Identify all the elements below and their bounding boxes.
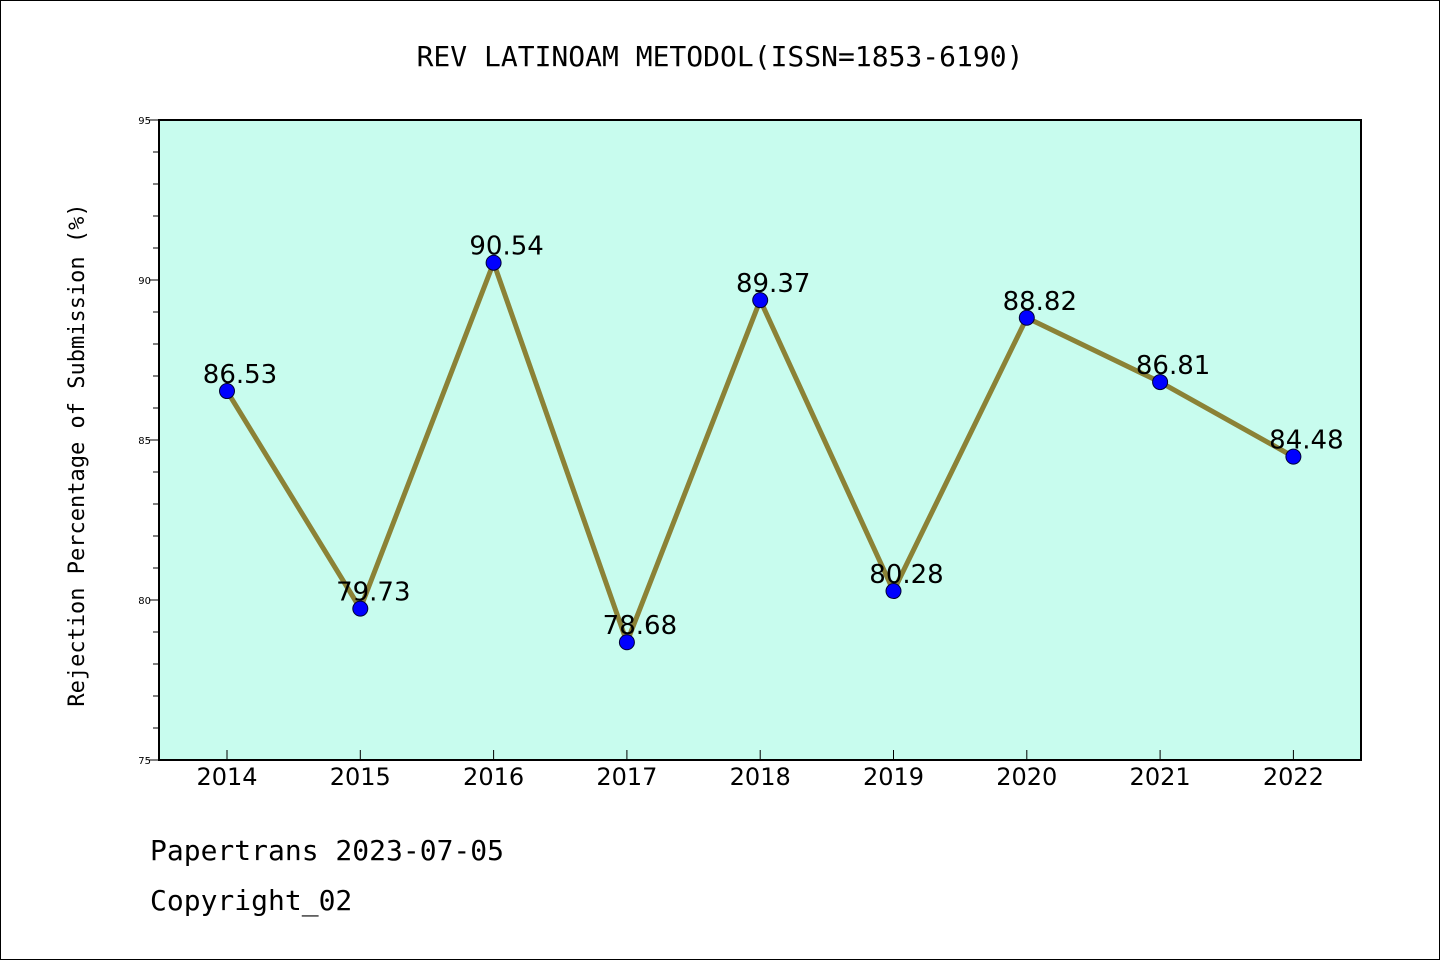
footer-date: Papertrans 2023-07-05 [150,834,505,867]
plot-area [158,119,1362,761]
data-point [885,583,902,600]
data-point [1285,448,1302,465]
x-tick-label: 2014 [196,763,257,791]
data-point [219,383,235,400]
data-label: 86.81 [1136,351,1210,381]
data-label: 86.53 [203,360,277,390]
data-point [1018,309,1035,326]
x-tick-label: 2021 [1130,763,1191,791]
x-tick-label: 2019 [863,763,924,791]
footer-copyright: Copyright_02 [150,884,353,917]
y-axis-label: Rejection Percentage of Submission (%) [65,203,90,706]
x-tick-label: 2022 [1263,763,1324,791]
data-label: 78.68 [603,611,677,641]
data-label: 90.54 [469,232,543,262]
y-axis-ticks: 75 80 85 90 95 [138,116,159,767]
data-point [485,254,502,271]
data-point [352,600,369,617]
data-points [219,254,1302,651]
x-tick-label: 2018 [730,763,791,791]
data-point [1152,374,1169,391]
x-tick-label: 2017 [596,763,657,791]
y-tick-label: 80 [138,596,151,607]
x-tick-label: 2016 [463,763,524,791]
data-label: 89.37 [736,269,810,299]
y-tick-label: 75 [138,756,151,767]
data-labels: 86.53 79.73 90.54 78.68 89.37 80.28 88.82 86.81… [203,232,1344,642]
data-point [752,292,769,309]
y-tick-label: 90 [138,276,151,287]
data-label: 79.73 [336,578,410,608]
data-label: 80.28 [869,560,943,590]
y-tick-label: 85 [138,436,151,447]
x-axis-ticks: 2014 2015 2016 2017 2018 2019 2020 2021 2022 [196,750,1324,791]
y-tick-label: 95 [138,116,151,127]
chart-title: REV LATINOAM METODOL(ISSN=1853-6190) [417,40,1024,73]
data-label: 88.82 [1003,287,1077,317]
x-tick-label: 2020 [996,763,1057,791]
x-tick-label: 2015 [330,763,391,791]
data-label: 84.48 [1269,426,1343,456]
data-point [618,634,635,651]
